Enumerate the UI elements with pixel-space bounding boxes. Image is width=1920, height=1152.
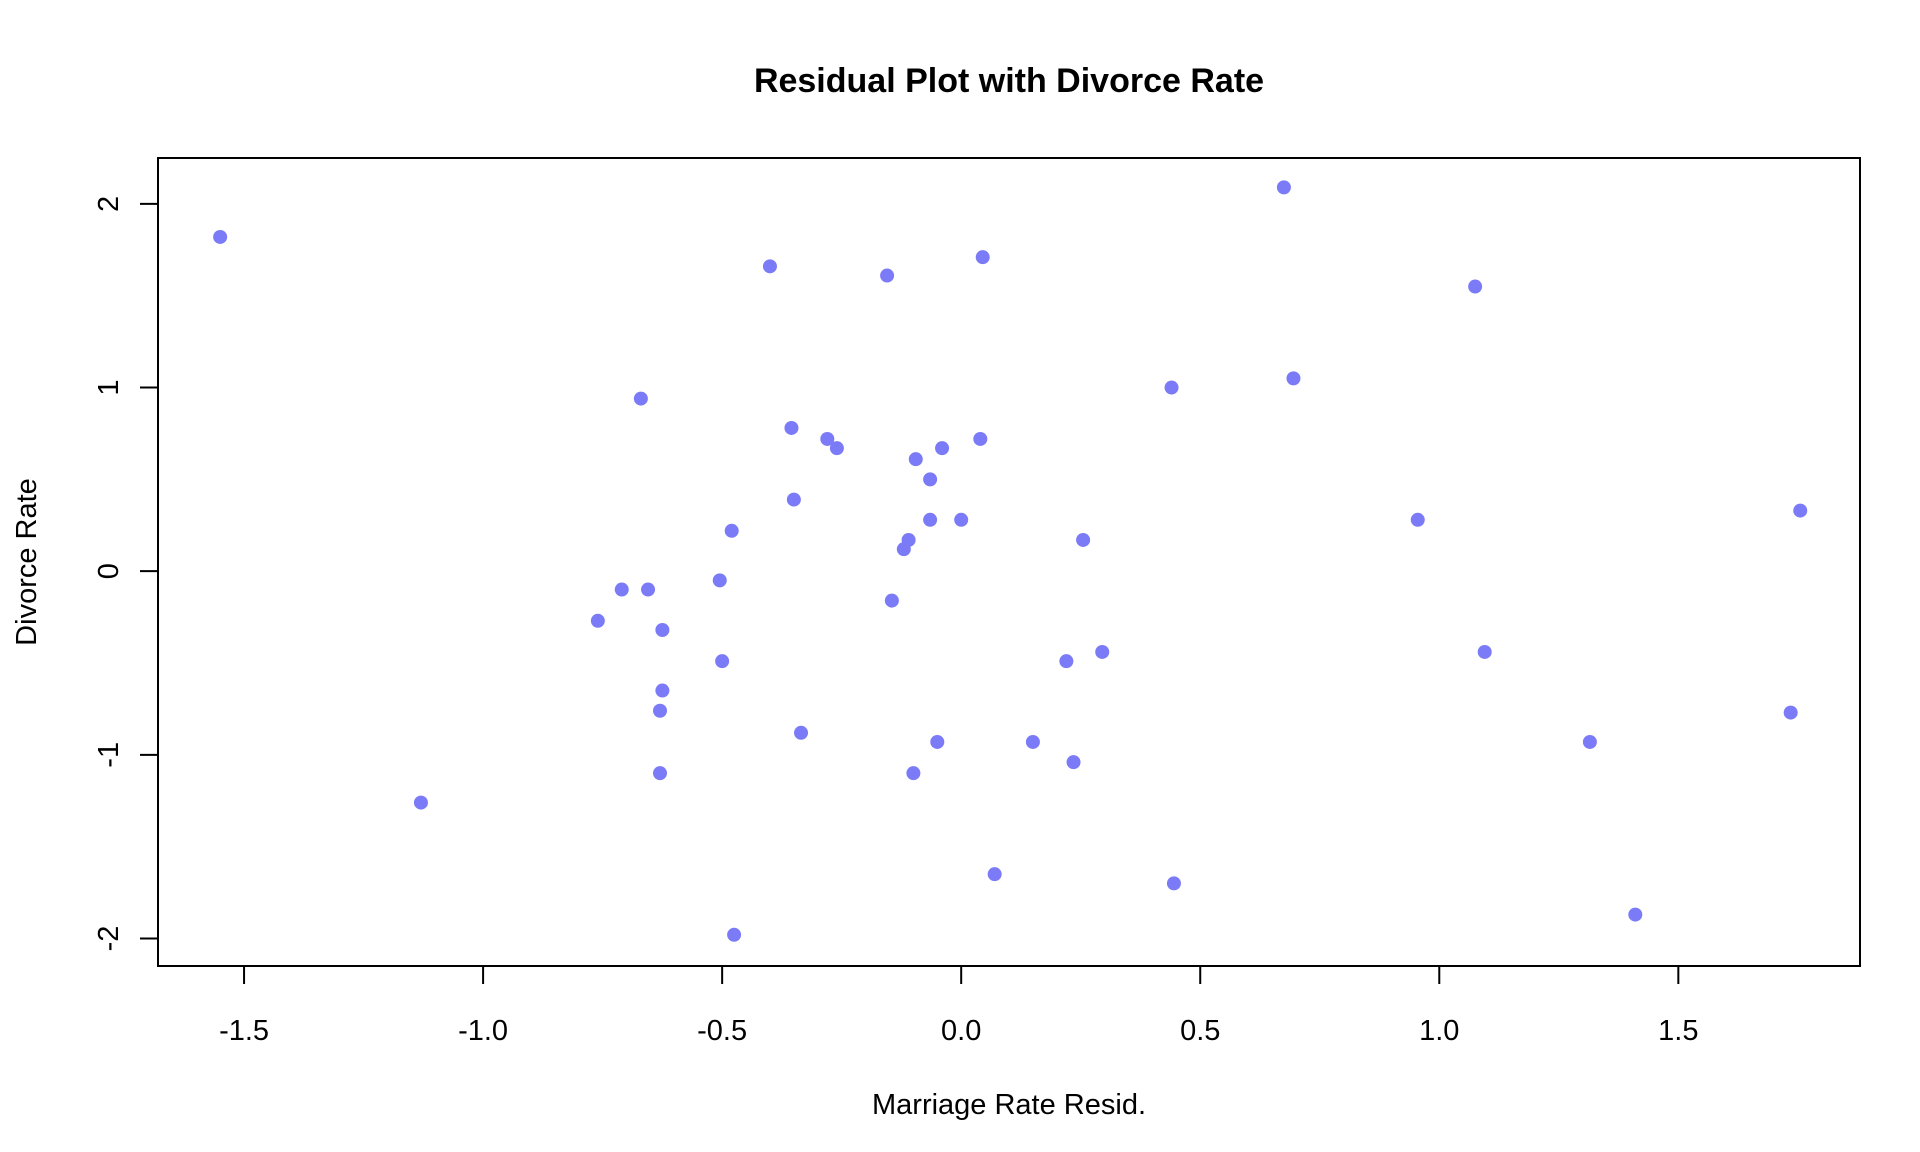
- x-axis-label: Marriage Rate Resid.: [872, 1089, 1146, 1121]
- data-point: [820, 431, 835, 446]
- x-tick-label: 0.0: [941, 1015, 981, 1047]
- data-point: [1059, 654, 1074, 669]
- data-point: [614, 582, 629, 597]
- data-point: [1793, 503, 1808, 518]
- data-point: [930, 734, 945, 749]
- data-point: [1276, 180, 1291, 195]
- data-point: [901, 532, 916, 547]
- data-point: [712, 573, 727, 588]
- data-point: [1164, 380, 1179, 395]
- data-point: [1025, 734, 1040, 749]
- data-point: [1286, 371, 1301, 386]
- data-point: [1582, 734, 1597, 749]
- y-tick-label: 0: [93, 563, 125, 579]
- data-point: [975, 250, 990, 265]
- data-point: [784, 420, 799, 435]
- x-tick-label: 1.5: [1658, 1015, 1698, 1047]
- y-axis-label: Divorce Rate: [11, 478, 43, 646]
- data-point: [935, 441, 950, 456]
- data-point: [413, 795, 428, 810]
- data-point: [655, 683, 670, 698]
- data-point: [762, 259, 777, 274]
- data-point: [1477, 644, 1492, 659]
- data-point: [1095, 644, 1110, 659]
- chart-title: Residual Plot with Divorce Rate: [754, 62, 1264, 100]
- plot-frame: [157, 157, 1861, 967]
- data-point: [923, 472, 938, 487]
- y-axis: -2 -1 0 1 2: [93, 196, 159, 952]
- data-point: [1410, 512, 1425, 527]
- data-point: [954, 512, 969, 527]
- data-point: [641, 582, 656, 597]
- data-point: [906, 766, 921, 781]
- y-tick-label: 1: [93, 379, 125, 395]
- data-point: [1628, 907, 1643, 922]
- x-tick-label: -1.5: [219, 1015, 269, 1047]
- data-point: [829, 441, 844, 456]
- x-tick-label: 0.5: [1180, 1015, 1220, 1047]
- data-point: [213, 229, 228, 244]
- data-point: [652, 766, 667, 781]
- data-point: [1166, 876, 1181, 891]
- data-point: [786, 492, 801, 507]
- data-point: [987, 867, 1002, 882]
- data-point: [884, 593, 899, 608]
- y-tick-label: 2: [93, 196, 125, 212]
- data-point: [880, 268, 895, 283]
- data-point: [652, 703, 667, 718]
- data-point: [715, 654, 730, 669]
- data-point: [1076, 532, 1091, 547]
- data-point: [923, 512, 938, 527]
- data-point: [727, 927, 742, 942]
- data-point: [1468, 279, 1483, 294]
- x-axis: -1.5 -1.0 -0.5 0.0 0.5 1.0 1.5: [219, 965, 1698, 1047]
- data-point: [794, 725, 809, 740]
- y-tick-label: -1: [93, 742, 125, 768]
- data-point: [655, 622, 670, 637]
- x-tick-label: 1.0: [1419, 1015, 1459, 1047]
- x-tick-label: -0.5: [697, 1015, 747, 1047]
- data-point: [633, 391, 648, 406]
- data-point: [724, 523, 739, 538]
- x-tick-label: -1.0: [458, 1015, 508, 1047]
- data-point: [1066, 755, 1081, 770]
- data-point: [1783, 705, 1798, 720]
- data-point: [590, 613, 605, 628]
- y-tick-label: -2: [93, 926, 125, 952]
- data-point: [908, 452, 923, 467]
- data-point: [973, 431, 988, 446]
- data-points: [213, 180, 1808, 942]
